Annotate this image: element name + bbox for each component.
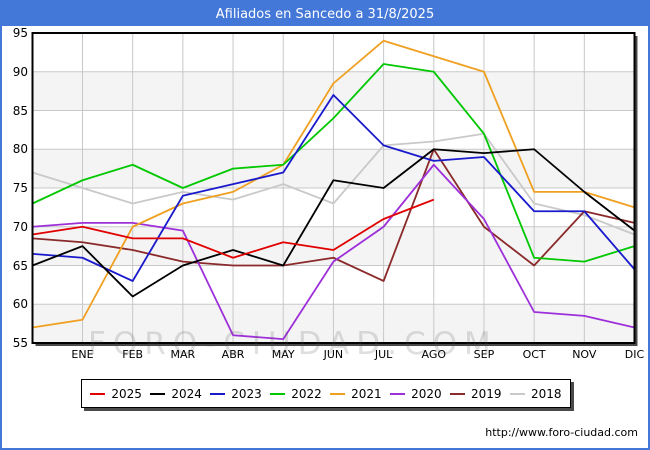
legend-label-2022: 2022 [291,386,322,401]
legend-dash-2022 [270,392,286,395]
x-tick-mar: MAR [170,348,196,361]
y-tick-75: 75 [12,181,28,195]
x-tick-oct: OCT [522,348,546,361]
legend-item-2025: 2025 [90,387,142,401]
legend-label-2020: 2020 [411,386,442,401]
x-tick-sep: SEP [473,348,495,361]
legend-dash-2023 [210,392,226,395]
legend-dash-2021 [330,392,346,395]
series-line-2022 [32,63,635,263]
legend-dash-2018 [509,392,525,395]
x-tick-abr: ABR [221,348,245,361]
series-line-2019 [32,148,635,282]
x-tick-nov: NOV [572,348,597,361]
series-line-2018 [32,132,635,236]
legend-label-2024: 2024 [171,386,202,401]
y-tick-85: 85 [12,103,28,118]
legend-item-2023: 2023 [210,387,262,401]
x-tick-jun: JUN [323,348,344,361]
x-tick-ago: AGO [421,348,447,361]
x-tick-may: MAY [271,348,295,361]
series-line-2024 [32,148,636,298]
legend-item-2018: 2018 [509,386,562,401]
plot-border [31,32,636,344]
x-tick-dic: DIC [624,348,645,361]
series-line-2021 [32,39,635,329]
legend-label-2023: 2023 [231,386,262,401]
legend-item-2024: 2024 [150,387,202,401]
x-tick-jul: JUL [374,348,393,361]
legend-item-2020: 2020 [390,387,442,401]
y-tick-65: 65 [12,258,28,273]
legend-label-2021: 2021 [351,386,382,401]
chart-title: Afiliados en Sancedo a 31/8/2025 [215,6,435,22]
legend-box: 2025 2024 2023 2022 2021 2020 2019 2018 [81,379,571,408]
y-tick-60: 60 [12,297,28,312]
chart-title-bar: Afiliados en Sancedo a 31/8/2025 [2,2,648,26]
y-tick-95: 95 [12,26,28,40]
x-tick-feb: FEB [122,348,144,361]
legend-dash-2025 [90,392,106,395]
legend-item-2022: 2022 [270,387,322,401]
legend-item-2019: 2019 [450,387,502,401]
legend-dash-2019 [450,392,466,395]
legend-label-2019: 2019 [471,386,502,401]
y-tick-55: 55 [12,336,28,350]
series-line-2020 [32,163,635,341]
y-tick-80: 80 [12,142,28,157]
footer-url[interactable]: http://www.foro-ciudad.com [485,426,638,439]
legend-label-2025: 2025 [111,386,142,401]
series-line-2023 [32,94,636,282]
legend-label-2018: 2018 [530,386,562,401]
legend-item-2021: 2021 [330,387,382,401]
x-tick-ene: ENE [71,348,94,361]
series-line-2025 [32,198,435,259]
legend-dash-2024 [150,392,166,395]
y-tick-90: 90 [12,64,28,79]
legend-dash-2020 [390,392,406,395]
y-tick-70: 70 [12,219,28,234]
